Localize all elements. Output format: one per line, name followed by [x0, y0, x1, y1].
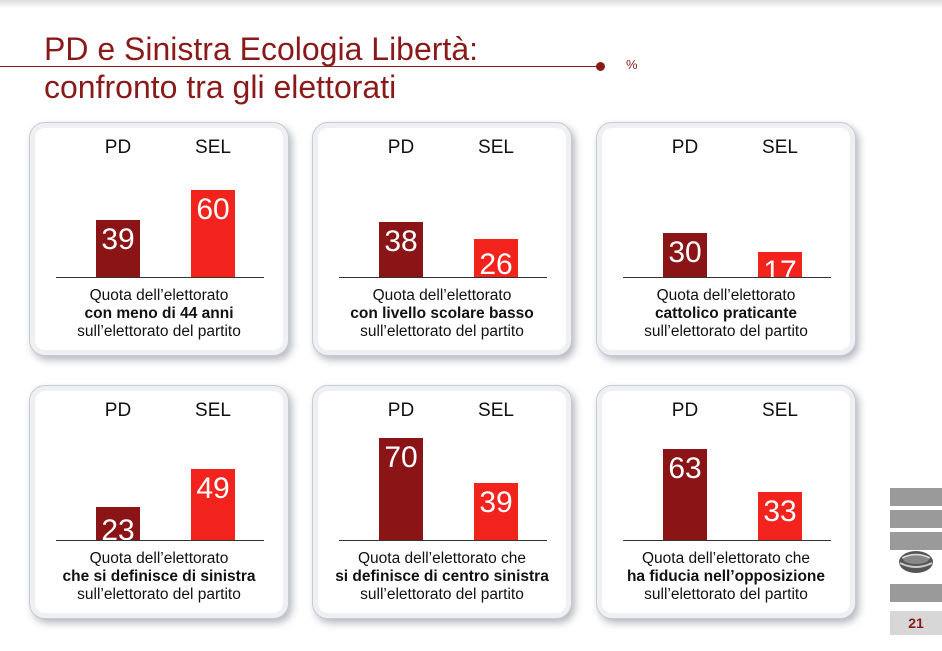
- caption-line: ha fiducia nell’opposizione: [626, 568, 826, 585]
- title-rule-dot: [596, 62, 605, 71]
- bar-value-label: 23: [101, 514, 135, 540]
- category-label-pd: PD: [387, 137, 415, 158]
- category-label-sel: SEL: [195, 400, 231, 421]
- bar-value-label: 49: [196, 472, 230, 505]
- caption-line: con livello scolare basso: [350, 305, 534, 322]
- category-label-sel: SEL: [762, 400, 798, 421]
- chart-baseline: [339, 277, 547, 278]
- caption-line: cattolico praticante: [654, 305, 798, 322]
- caption-line: Quota dell’elettorato che: [357, 550, 527, 567]
- side-bar: [890, 510, 942, 528]
- title-rule: [0, 66, 600, 67]
- bar-sel: 17: [758, 252, 802, 277]
- chart-card: PD 70 SEL 39 Quota dell’elettorato che si def…: [312, 385, 572, 619]
- category-label-pd: PD: [387, 400, 415, 421]
- top-shade: [0, 0, 942, 8]
- bar-value-label: 63: [668, 452, 702, 485]
- globe-logo-icon: [899, 551, 933, 573]
- bar-sel: 60: [191, 190, 235, 277]
- chart-caption: Quota dell’elettorato cattolico praticant…: [597, 287, 855, 341]
- bar-pd: 70: [379, 438, 423, 540]
- chart-card: PD 23 SEL 49 Quota dell’elettorato che si def…: [29, 385, 289, 619]
- chart-baseline: [339, 540, 547, 541]
- side-bar: [890, 532, 942, 550]
- bar-sel: 33: [758, 492, 802, 540]
- caption-line: Quota dell’elettorato che: [641, 550, 811, 567]
- caption-line: sull’elettorato del partito: [360, 586, 524, 603]
- category-label-sel: SEL: [195, 137, 231, 158]
- caption-line: che si definisce di sinistra: [62, 568, 256, 585]
- caption-line: con meno di 44 anni: [84, 305, 234, 322]
- bar-pd: 30: [663, 233, 707, 277]
- chart-card: PD 63 SEL 33 Quota dell’elettorato che ha fid…: [596, 385, 856, 619]
- bar-value-label: 70: [384, 441, 418, 474]
- chart-baseline: [56, 540, 264, 541]
- bar-value-label: 26: [479, 248, 513, 277]
- bar-value-label: 60: [196, 193, 230, 226]
- chart-caption: Quota dell’elettorato con meno di 44 anni…: [30, 287, 288, 341]
- caption-line: Quota dell’elettorato: [656, 287, 796, 304]
- caption-line: sull’elettorato del partito: [644, 586, 808, 603]
- caption-line: sull’elettorato del partito: [644, 323, 808, 340]
- category-label-pd: PD: [104, 137, 132, 158]
- chart-card: PD 39 SEL 60 Quota dell’elettorato con meno d…: [29, 122, 289, 356]
- caption-line: si definisce di centro sinistra: [335, 568, 549, 585]
- bar-value-label: 39: [479, 486, 513, 519]
- caption-line: Quota dell’elettorato: [89, 550, 229, 567]
- bar-sel: 39: [474, 483, 518, 540]
- caption-line: sull’elettorato del partito: [360, 323, 524, 340]
- bar-sel: 26: [474, 239, 518, 277]
- chart-baseline: [623, 540, 831, 541]
- chart-card: PD 38 SEL 26 Quota dell’elettorato con livell…: [312, 122, 572, 356]
- bar-pd: 39: [96, 220, 140, 277]
- bar-value-label: 38: [384, 225, 418, 258]
- bar-value-label: 17: [763, 255, 797, 277]
- bar-pd: 38: [379, 222, 423, 277]
- chart-card: PD 30 SEL 17 Quota dell’elettorato cattolico …: [596, 122, 856, 356]
- side-bar: [890, 584, 942, 602]
- caption-line: sull’elettorato del partito: [77, 586, 241, 603]
- bar-value-label: 33: [763, 495, 797, 528]
- side-bar: [890, 488, 942, 506]
- slide-title: PD e Sinistra Ecologia Libertà: confront…: [44, 30, 478, 106]
- caption-line: sull’elettorato del partito: [77, 323, 241, 340]
- category-label-pd: PD: [671, 400, 699, 421]
- bar-value-label: 39: [101, 223, 135, 256]
- title-line-1: PD e Sinistra Ecologia Libertà:: [44, 31, 478, 67]
- chart-caption: Quota dell’elettorato che si definisce di…: [30, 550, 288, 604]
- chart-caption: Quota dell’elettorato che ha fiducia nell…: [597, 550, 855, 604]
- caption-line: Quota dell’elettorato: [89, 287, 229, 304]
- page-number: 21: [890, 611, 942, 635]
- chart-caption: Quota dell’elettorato con livello scolare…: [313, 287, 571, 341]
- bar-value-label: 30: [668, 236, 702, 269]
- chart-caption: Quota dell’elettorato che si definisce di…: [313, 550, 571, 604]
- title-line-2: confronto tra gli elettorati: [44, 69, 397, 105]
- category-label-sel: SEL: [478, 400, 514, 421]
- category-label-pd: PD: [671, 137, 699, 158]
- bar-pd: 23: [96, 507, 140, 540]
- category-label-sel: SEL: [478, 137, 514, 158]
- unit-label: %: [626, 57, 638, 72]
- category-label-pd: PD: [104, 400, 132, 421]
- category-label-sel: SEL: [762, 137, 798, 158]
- chart-baseline: [56, 277, 264, 278]
- bar-sel: 49: [191, 469, 235, 540]
- bar-pd: 63: [663, 449, 707, 540]
- caption-line: Quota dell’elettorato: [372, 287, 512, 304]
- chart-baseline: [623, 277, 831, 278]
